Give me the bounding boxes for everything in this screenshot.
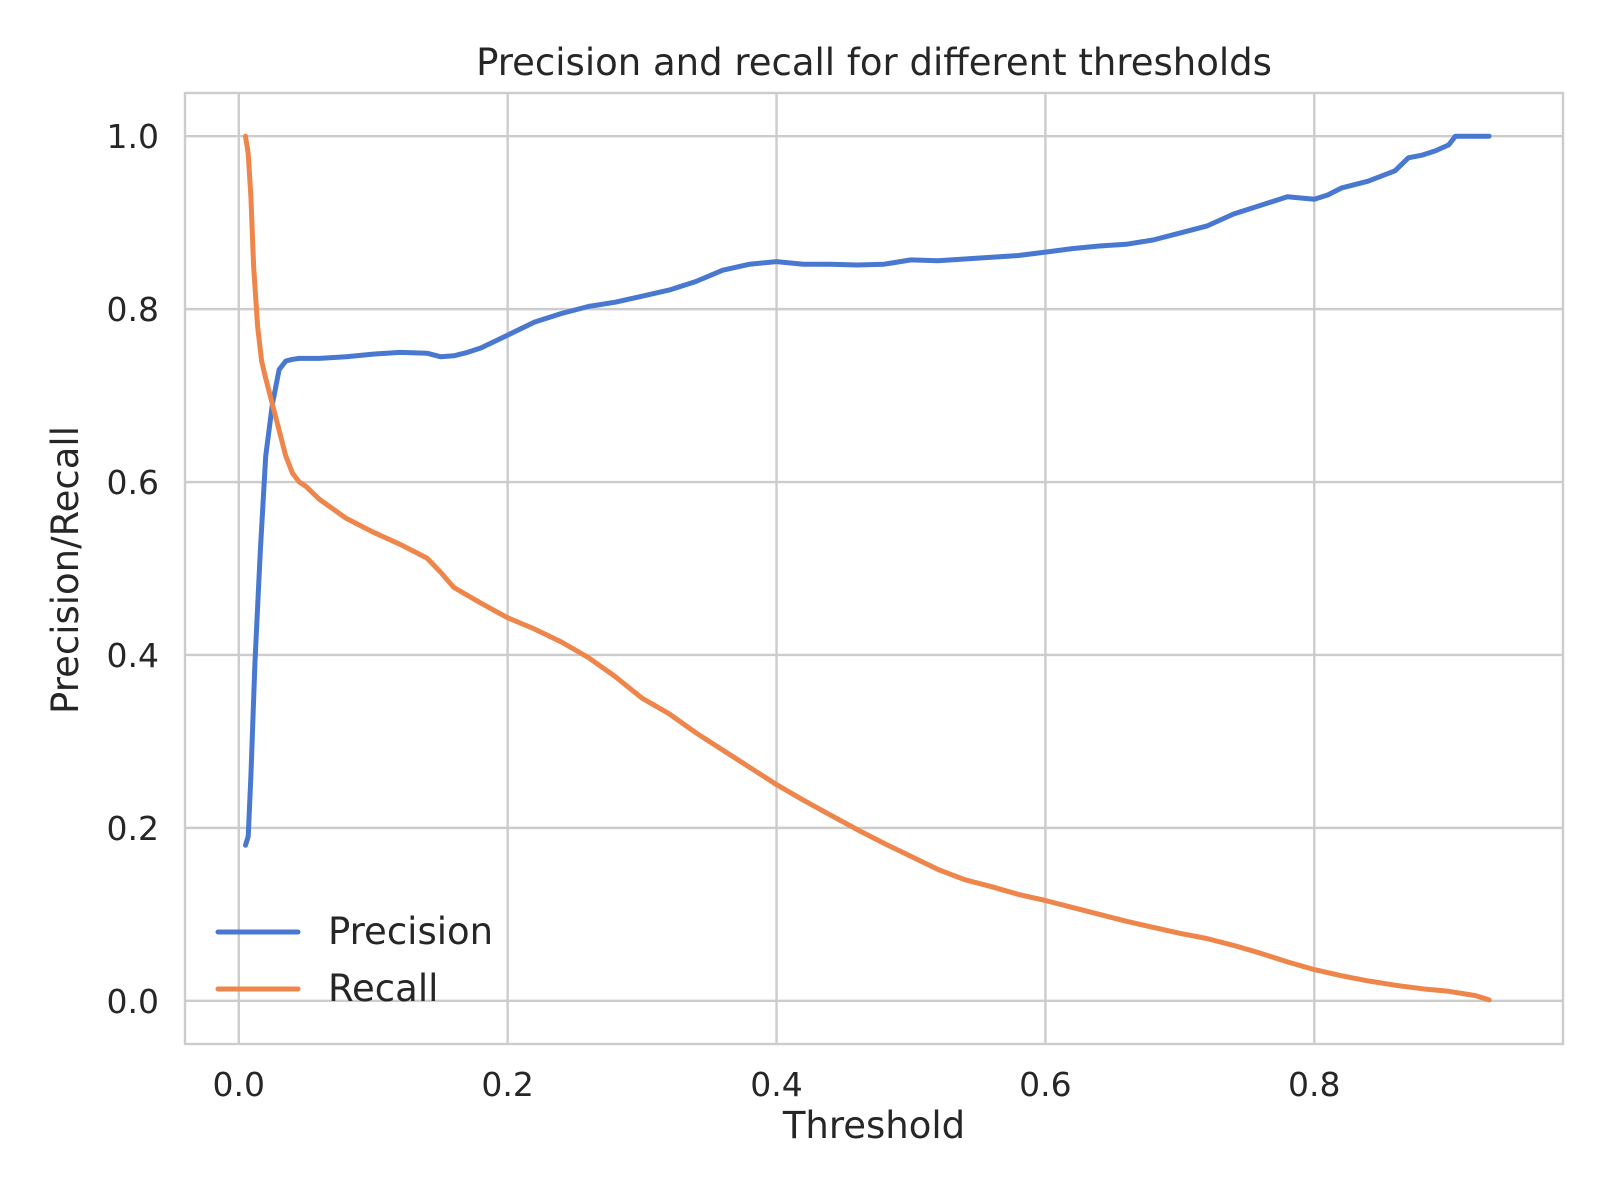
x-tick-label: 0.2 bbox=[481, 1065, 533, 1104]
recall-line bbox=[243, 133, 1492, 1003]
x-tick-label: 0.6 bbox=[1019, 1065, 1071, 1104]
grid-lines bbox=[185, 93, 1563, 1044]
plot-area-background bbox=[185, 93, 1563, 1044]
y-tick-label: 0.8 bbox=[107, 290, 159, 329]
legend-label-recall: Recall bbox=[328, 967, 438, 1010]
precision-line bbox=[243, 133, 1492, 848]
x-tick-label: 0.4 bbox=[750, 1065, 802, 1104]
x-tick-label: 0.0 bbox=[213, 1065, 265, 1104]
legend-label-precision: Precision bbox=[328, 910, 493, 953]
y-tick-label: 0.2 bbox=[107, 809, 159, 848]
y-tick-label: 0.6 bbox=[107, 463, 159, 502]
legend: Precision Recall bbox=[215, 910, 493, 1010]
x-axis-title: Threshold bbox=[782, 1104, 965, 1147]
tick-labels: 0.0 0.2 0.4 0.6 0.8 0.0 0.2 0.4 0.6 0.8 1.0 bbox=[107, 117, 1341, 1104]
y-tick-label: 0.4 bbox=[107, 636, 159, 675]
chart-title: Precision and recall for different thres… bbox=[476, 41, 1272, 84]
plot-frame bbox=[183, 91, 1565, 1046]
series-lines bbox=[243, 133, 1492, 1003]
y-tick-label: 1.0 bbox=[107, 117, 159, 156]
y-tick-label: 0.0 bbox=[107, 982, 159, 1021]
x-tick-label: 0.8 bbox=[1288, 1065, 1340, 1104]
y-axis-title: Precision/Recall bbox=[44, 426, 87, 714]
